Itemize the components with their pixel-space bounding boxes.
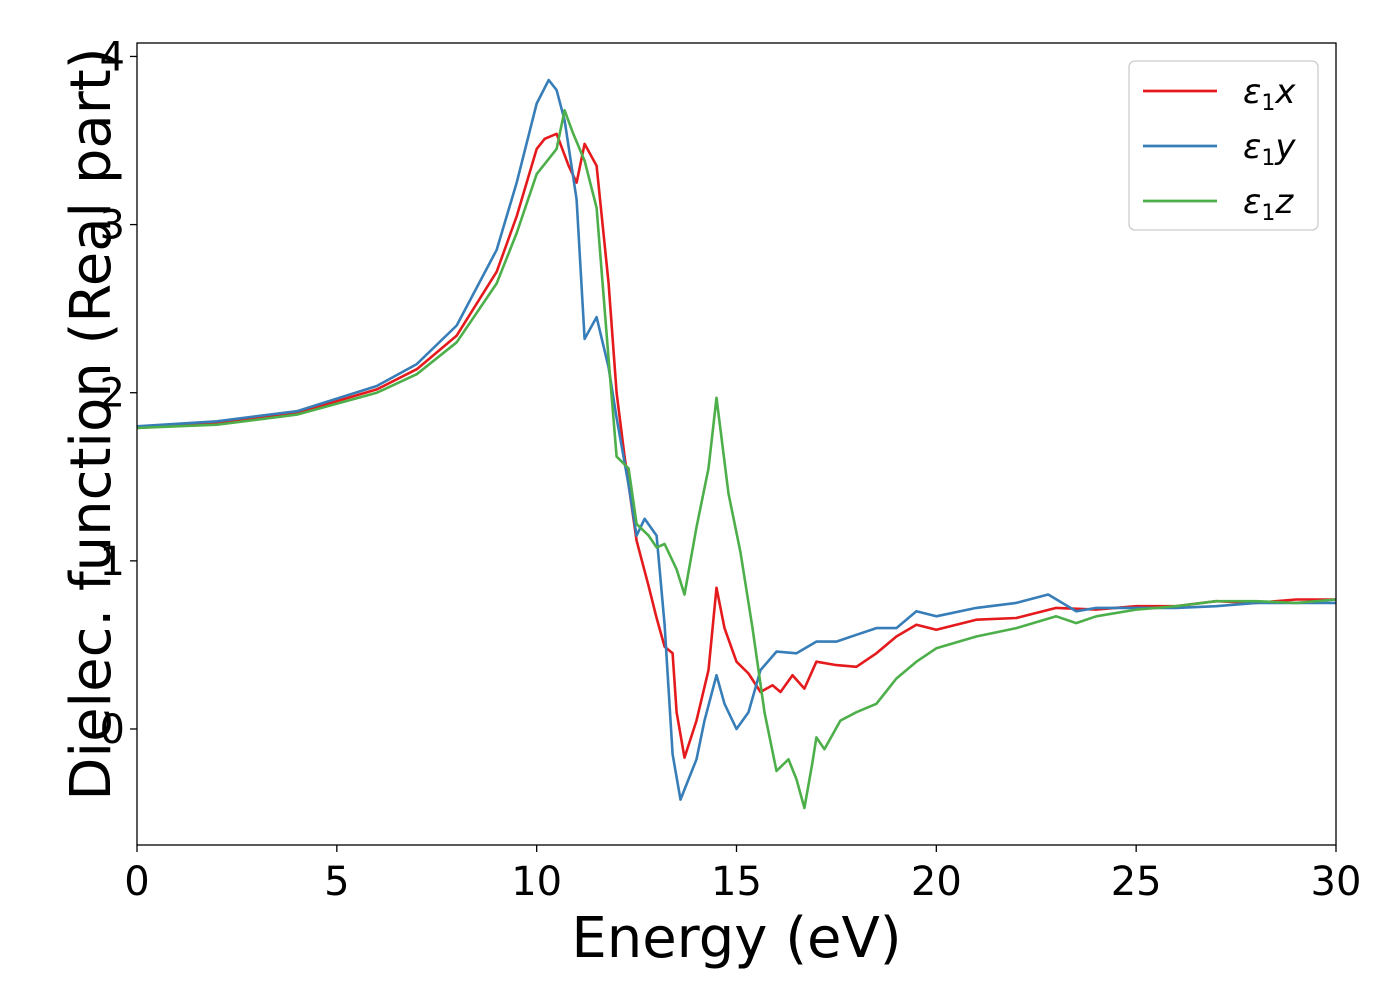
y-tick-label: 3 (100, 203, 125, 249)
plot-area (137, 78, 1336, 810)
x-axis: 0 5 10 15 20 25 30 (124, 845, 1361, 905)
x-tick-label: 20 (911, 859, 962, 905)
x-axis-label: Energy (eV) (571, 906, 901, 971)
y-axis-label: Dielec. function (Real part) (59, 47, 124, 800)
x-tick-label: 5 (324, 859, 349, 905)
series-line-x (137, 132, 1336, 759)
y-tick-label: 2 (100, 371, 125, 417)
legend-box (1128, 60, 1319, 231)
legend: ε1x ε1y ε1z (1128, 60, 1319, 231)
legend-label-z: ε1z (1243, 182, 1294, 226)
series-line-z (137, 109, 1336, 810)
legend-label-x: ε1x (1243, 72, 1296, 116)
y-tick-label: 4 (100, 34, 125, 80)
x-tick-label: 25 (1111, 859, 1162, 905)
x-tick-label: 15 (711, 859, 762, 905)
y-axis: 0 1 2 3 4 (100, 34, 137, 753)
y-tick-label: 0 (100, 707, 125, 753)
series-line-y (137, 78, 1336, 801)
y-tick-label: 1 (100, 539, 125, 585)
x-tick-label: 10 (511, 859, 562, 905)
x-tick-label: 0 (124, 859, 149, 905)
legend-label-y: ε1y (1243, 127, 1296, 171)
x-tick-label: 30 (1311, 859, 1362, 905)
